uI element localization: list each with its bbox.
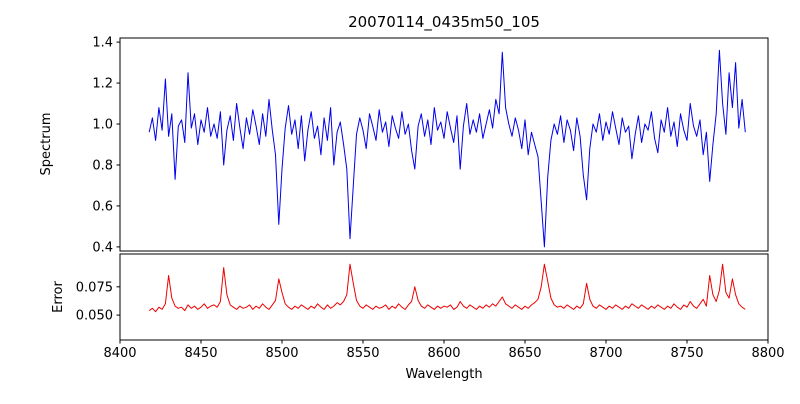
error-panel-frame — [119, 253, 769, 341]
x-tick-label: 8400 — [103, 346, 136, 361]
spectrum-y-axis-ticks: 0.4 0.6 0.8 1.0 1.2 1.4 — [92, 36, 120, 255]
x-tick-label: 8550 — [346, 346, 379, 361]
x-tick-label: 8450 — [184, 346, 217, 361]
y-tick-label: 0.4 — [92, 240, 113, 255]
y-tick-label: 0.8 — [92, 158, 113, 173]
x-tick-label: 8600 — [427, 346, 460, 361]
y-tick-label: 0.6 — [92, 199, 113, 214]
x-axis-label: Wavelength — [405, 367, 482, 382]
spectrum-panel-frame — [119, 37, 769, 252]
y-tick-label: 1.0 — [92, 118, 113, 133]
y-tick-label: 1.4 — [92, 36, 113, 51]
x-axis-ticks: 8400 8450 8500 8550 8600 8650 8700 8750 8800 — [103, 340, 785, 361]
spectrum-line — [148, 49, 746, 248]
x-tick-label: 8800 — [751, 346, 784, 361]
error-y-axis-label: Error — [51, 281, 66, 313]
x-tick-label: 8650 — [508, 346, 541, 361]
x-tick-label: 8700 — [589, 346, 622, 361]
chart-title: 20070114_0435m50_105 — [348, 13, 540, 32]
error-line — [148, 263, 746, 313]
y-tick-label: 0.050 — [76, 309, 113, 324]
y-tick-label: 0.075 — [76, 280, 113, 295]
x-tick-label: 8750 — [670, 346, 703, 361]
error-y-axis-ticks: 0.050 0.075 — [76, 280, 120, 324]
x-tick-label: 8500 — [265, 346, 298, 361]
y-tick-label: 1.2 — [92, 77, 113, 92]
spectrum-y-axis-label: Spectrum — [39, 113, 54, 176]
